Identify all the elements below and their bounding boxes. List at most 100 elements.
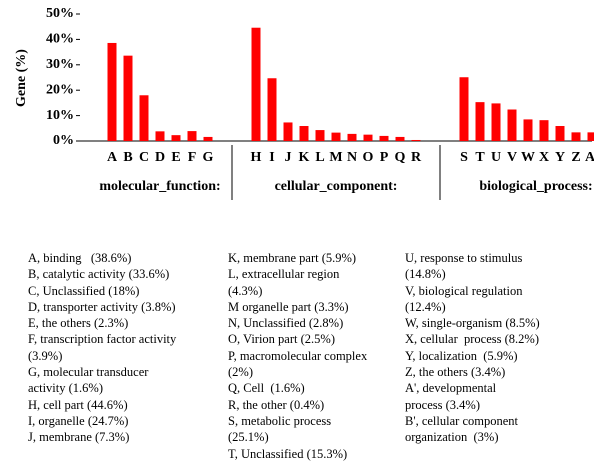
bar bbox=[331, 132, 341, 141]
note-line: (12.4%) bbox=[405, 299, 446, 314]
group-label: molecular_function: bbox=[99, 179, 220, 194]
bar bbox=[395, 136, 405, 141]
note-line: B', cellular component bbox=[405, 413, 518, 428]
bar bbox=[475, 102, 485, 141]
note-line: W, single-organism (8.5%) bbox=[405, 316, 540, 331]
note-line: B, catalytic activity (33.6%) bbox=[28, 267, 170, 282]
note-line: (4.3%) bbox=[228, 283, 263, 298]
bar bbox=[363, 134, 373, 141]
x-tick-label: O bbox=[363, 150, 374, 165]
y-tick-label: 30% bbox=[46, 57, 74, 72]
y-tick-label: 20% bbox=[46, 82, 74, 97]
y-tick-label: 50% bbox=[46, 6, 74, 21]
note-line: E, the others (2.3%) bbox=[28, 316, 129, 331]
x-tick-label: A' bbox=[585, 150, 594, 165]
note-line: D, transporter activity (3.8%) bbox=[28, 299, 176, 314]
note-line: R, the other (0.4%) bbox=[228, 397, 325, 412]
x-tick-label: B bbox=[123, 150, 132, 165]
x-tick-label: G bbox=[203, 150, 214, 165]
bar bbox=[203, 136, 213, 141]
x-tick-label: F bbox=[188, 150, 197, 165]
x-tick-label: P bbox=[380, 150, 389, 165]
x-tick-label: X bbox=[539, 150, 549, 165]
note-line: (25.1%) bbox=[228, 430, 269, 445]
note-line: L, extracellular region bbox=[228, 267, 340, 282]
note-line: X, cellular process (8.2%) bbox=[405, 332, 539, 347]
y-tick-label: 40% bbox=[46, 32, 74, 47]
bar bbox=[283, 122, 293, 141]
x-tick-label: U bbox=[491, 150, 501, 165]
x-tick-label: H bbox=[251, 150, 262, 165]
x-tick-label: D bbox=[155, 150, 165, 165]
bar bbox=[123, 55, 133, 141]
note-line: G, molecular transducer bbox=[28, 365, 149, 380]
bar bbox=[379, 135, 389, 141]
note-line: O, Virion part (2.5%) bbox=[228, 332, 335, 347]
note-line: (3.9%) bbox=[28, 348, 63, 363]
x-tick-label: S bbox=[460, 150, 468, 165]
bar bbox=[267, 78, 277, 141]
note-line: (2%) bbox=[228, 365, 253, 380]
x-tick-label: Q bbox=[395, 150, 406, 165]
y-tick-label: 10% bbox=[46, 108, 74, 123]
note-line: T, Unclassified (15.3%) bbox=[228, 446, 348, 461]
note-line: H, cell part (44.6%) bbox=[28, 397, 128, 412]
note-column: U, response to stimulus (14.8%) V, biologi… bbox=[405, 250, 540, 446]
note-line: A, binding (38.6%) bbox=[28, 251, 132, 265]
bar bbox=[155, 131, 165, 141]
note-line: process (3.4%) bbox=[405, 397, 480, 412]
note-line: Q, Cell (1.6%) bbox=[228, 381, 305, 396]
bar bbox=[555, 126, 565, 141]
note-line: C, Unclassified (18%) bbox=[28, 283, 140, 298]
note-line: F, transcription factor activity bbox=[28, 332, 177, 347]
x-tick-label: E bbox=[171, 150, 180, 165]
x-tick-label: Z bbox=[571, 150, 580, 165]
bar bbox=[347, 133, 357, 141]
x-tick-label: W bbox=[521, 150, 535, 165]
note-line: V, biological regulation bbox=[405, 283, 523, 298]
note-line: P, macromolecular complex bbox=[228, 348, 368, 363]
y-axis-label: Gene (%) bbox=[14, 49, 29, 107]
bar bbox=[251, 27, 261, 141]
note-line: A', developmental bbox=[405, 381, 497, 396]
x-tick-label: I bbox=[269, 150, 274, 165]
x-tick-label: M bbox=[329, 150, 342, 165]
x-tick-label: N bbox=[347, 150, 357, 165]
note-line: M organelle part (3.3%) bbox=[228, 299, 349, 314]
x-tick-label: A bbox=[107, 150, 118, 165]
x-tick-label: R bbox=[411, 150, 422, 165]
bar bbox=[507, 109, 517, 141]
chart: Gene (%) 0% 10% 20% 30% 40% 50% A B C D E F Gmolecul… bbox=[14, 6, 594, 200]
note-line: Z, the others (3.4%) bbox=[405, 365, 506, 380]
note-line: K, membrane part (5.9%) bbox=[228, 251, 357, 265]
bar bbox=[107, 42, 117, 141]
x-tick-label: L bbox=[315, 150, 324, 165]
bar bbox=[315, 130, 325, 141]
group-label: cellular_component: bbox=[275, 179, 398, 194]
bar bbox=[411, 139, 421, 141]
group-label: biological_process: bbox=[479, 179, 592, 194]
note-line: (14.8%) bbox=[405, 267, 446, 282]
note-line: I, organelle (24.7%) bbox=[28, 413, 129, 428]
bar bbox=[587, 132, 594, 141]
bar bbox=[571, 132, 581, 141]
bar bbox=[523, 119, 533, 141]
bar bbox=[299, 126, 309, 141]
x-tick-label: J bbox=[285, 150, 292, 165]
x-tick-label: K bbox=[299, 150, 310, 165]
note-line: J, membrane (7.3%) bbox=[28, 430, 130, 445]
x-tick-label: V bbox=[507, 150, 517, 165]
note-column: A, binding (38.6%) B, catalytic activity … bbox=[28, 250, 176, 446]
bar bbox=[539, 120, 549, 141]
x-tick-label: Y bbox=[555, 150, 565, 165]
note-line: U, response to stimulus bbox=[405, 251, 523, 265]
note-column: K, membrane part (5.9%) L, extracellular … bbox=[228, 250, 367, 462]
note-line: S, metabolic process bbox=[228, 413, 332, 428]
x-tick-label: T bbox=[475, 150, 485, 165]
note-line: activity (1.6%) bbox=[28, 381, 103, 396]
bar bbox=[139, 95, 149, 141]
bar bbox=[187, 131, 197, 141]
note-line: N, Unclassified (2.8%) bbox=[228, 316, 344, 331]
x-tick-label: C bbox=[139, 150, 149, 165]
